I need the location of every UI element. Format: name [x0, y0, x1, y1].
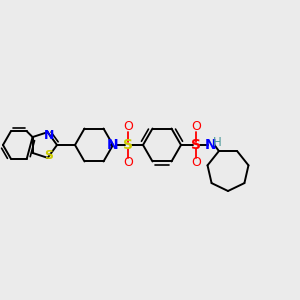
Text: O: O: [123, 157, 133, 169]
Text: O: O: [191, 121, 201, 134]
Text: O: O: [123, 121, 133, 134]
Text: S: S: [191, 138, 201, 152]
Text: H: H: [213, 136, 222, 148]
Text: S: S: [44, 149, 53, 162]
Text: S: S: [123, 138, 133, 152]
Text: O: O: [191, 157, 201, 169]
Text: N: N: [44, 129, 54, 142]
Text: N: N: [205, 138, 217, 152]
Text: N: N: [107, 138, 119, 152]
